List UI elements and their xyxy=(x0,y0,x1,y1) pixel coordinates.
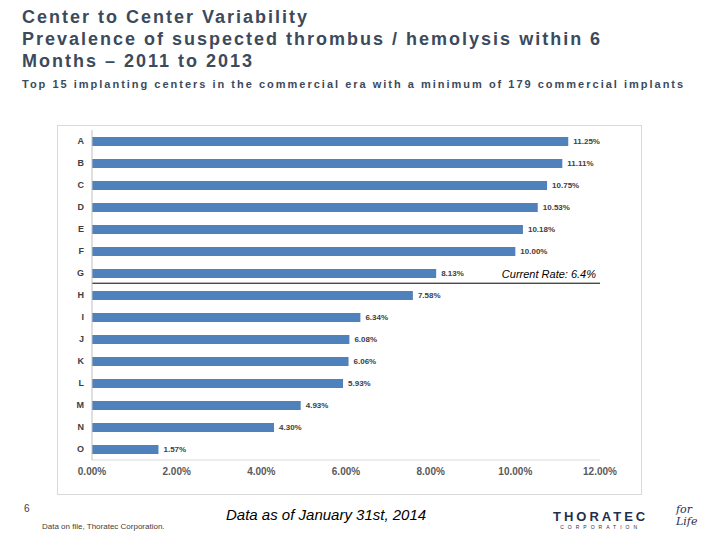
html-text:Prevalence of suspected thromb: Prevalence of suspected thrombus / hemol… xyxy=(22,29,603,49)
svg-text:G: G xyxy=(77,268,84,278)
svg-text:1.57%: 1.57% xyxy=(163,445,186,454)
html-text:Top 15 implanting centers in t: Top 15 implanting centers in the commerc… xyxy=(22,78,686,90)
svg-text:6.00%: 6.00% xyxy=(332,466,360,477)
svg-text:10.00%: 10.00% xyxy=(498,466,532,477)
svg-text:10.18%: 10.18% xyxy=(528,225,555,234)
html-text:Data on file, Thoratec Corpora: Data on file, Thoratec Corporation. xyxy=(42,522,165,531)
svg-text:Current Rate: 6.4%: Current Rate: 6.4% xyxy=(502,268,596,280)
svg-text:2.00%: 2.00% xyxy=(162,466,190,477)
svg-text:B: B xyxy=(78,158,85,168)
svg-text:K: K xyxy=(78,356,85,366)
svg-text:8.00%: 8.00% xyxy=(416,466,444,477)
svg-text:11.11%: 11.11% xyxy=(567,159,593,168)
html-text:CORPORATION: CORPORATION xyxy=(560,524,642,530)
svg-text:6.34%: 6.34% xyxy=(365,313,388,322)
svg-text:10.00%: 10.00% xyxy=(520,247,547,256)
svg-text:D: D xyxy=(78,202,85,212)
svg-text:H: H xyxy=(78,290,85,300)
html-text:Center to Center Variability: Center to Center Variability xyxy=(22,7,310,27)
svg-text:N: N xyxy=(78,422,85,432)
svg-text:0.00%: 0.00% xyxy=(78,466,106,477)
html-text:for Life: for Life xyxy=(676,503,698,528)
svg-text:F: F xyxy=(79,246,85,256)
svg-text:J: J xyxy=(79,334,84,344)
svg-text:7.58%: 7.58% xyxy=(418,291,441,300)
svg-text:4.30%: 4.30% xyxy=(279,423,302,432)
svg-text:11.25%: 11.25% xyxy=(573,137,600,146)
svg-text:O: O xyxy=(77,444,84,454)
html-text:6: 6 xyxy=(24,503,30,514)
svg-text:4.93%: 4.93% xyxy=(306,401,329,410)
svg-text:L: L xyxy=(79,378,85,388)
svg-text:I: I xyxy=(81,312,84,322)
html-text:Data as of January 31st, 2014: Data as of January 31st, 2014 xyxy=(226,506,427,523)
svg-text:E: E xyxy=(78,224,84,234)
svg-text:5.93%: 5.93% xyxy=(348,379,371,388)
svg-text:M: M xyxy=(77,400,85,410)
svg-text:12.00%: 12.00% xyxy=(583,466,617,477)
html-text:Months – 2011 to 2013: Months – 2011 to 2013 xyxy=(22,51,255,71)
svg-text:4.00%: 4.00% xyxy=(247,466,275,477)
svg-text:6.06%: 6.06% xyxy=(354,357,377,366)
svg-text:10.53%: 10.53% xyxy=(543,203,570,212)
svg-text:6.08%: 6.08% xyxy=(354,335,377,344)
svg-text:A: A xyxy=(78,136,85,146)
svg-text:8.13%: 8.13% xyxy=(441,269,464,278)
svg-text:C: C xyxy=(78,180,85,190)
svg-text:10.75%: 10.75% xyxy=(552,181,579,190)
html-text:THORATEC: THORATEC xyxy=(553,509,649,524)
